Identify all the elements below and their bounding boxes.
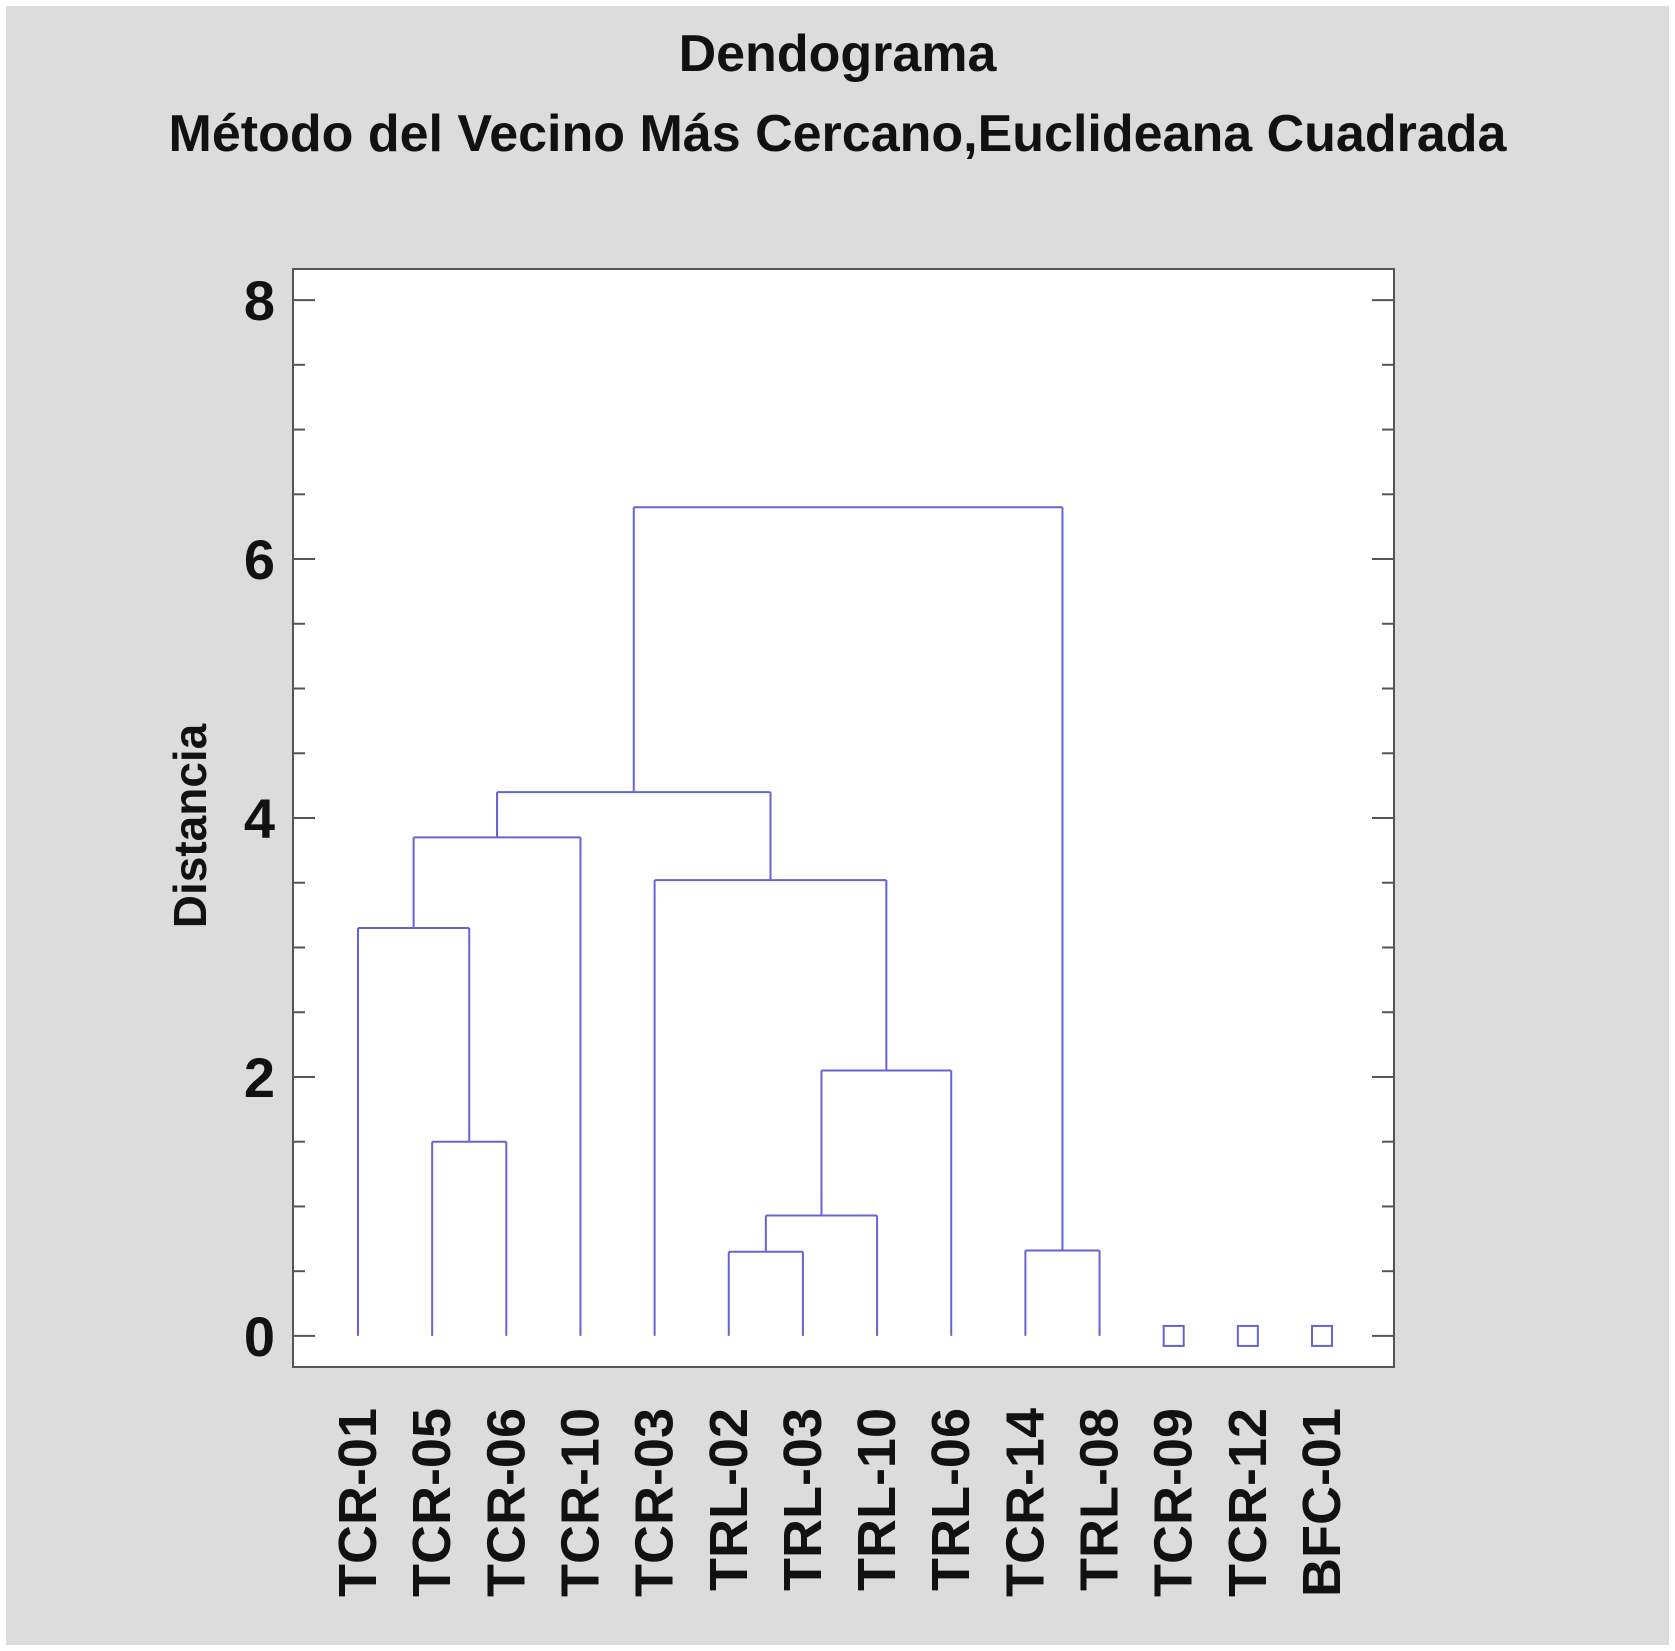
singleton-marker: [1236, 1324, 1259, 1347]
figure-panel: Dendograma Método del Vecino Más Cercano…: [6, 6, 1669, 1645]
x-tick-label: TRL-02: [699, 1408, 759, 1591]
x-tick-label: TCR-14: [995, 1408, 1055, 1597]
x-tick-label: TCR-10: [550, 1408, 610, 1597]
x-tick-label: BFC-01: [1292, 1408, 1352, 1597]
x-tick-label: TCR-06: [476, 1408, 536, 1597]
x-tick-label: TRL-08: [1070, 1408, 1130, 1591]
chart-title: Dendograma: [678, 25, 997, 83]
singleton-marker: [1311, 1324, 1333, 1347]
y-tick-label: 0: [244, 1305, 275, 1368]
y-tick-label: 8: [244, 269, 275, 332]
y-axis-label: Distancia: [164, 723, 216, 928]
plot-area: [292, 268, 1395, 1368]
singleton-marker: [1162, 1324, 1185, 1347]
x-tick-label: TCR-01: [328, 1408, 388, 1597]
y-tick-label: 4: [244, 787, 275, 850]
x-tick-label: TRL-03: [773, 1408, 833, 1591]
x-tick-label: TRL-10: [847, 1408, 907, 1591]
chart-subtitle: Método del Vecino Más Cercano,Euclideana…: [168, 105, 1507, 163]
x-tick-label: TCR-12: [1218, 1408, 1278, 1597]
x-tick-label: TRL-06: [921, 1408, 981, 1591]
y-tick-label: 2: [244, 1046, 275, 1109]
y-tick-label: 6: [244, 528, 275, 591]
x-tick-label: TCR-05: [402, 1408, 462, 1597]
x-tick-label: TCR-03: [625, 1408, 685, 1597]
x-tick-label: TCR-09: [1144, 1408, 1204, 1597]
